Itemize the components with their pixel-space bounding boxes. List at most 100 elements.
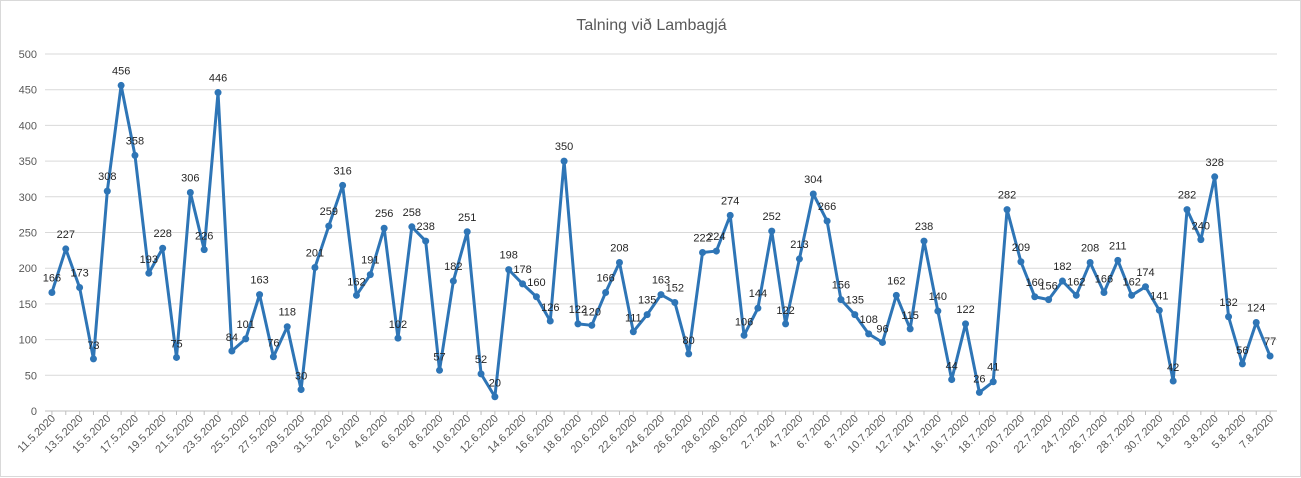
data-label: 222 xyxy=(693,232,711,244)
data-point xyxy=(532,293,540,301)
data-label: 258 xyxy=(403,207,421,219)
data-label: 122 xyxy=(956,304,974,316)
data-label: 238 xyxy=(416,221,434,233)
data-label: 26 xyxy=(973,373,985,385)
data-point xyxy=(408,223,416,231)
data-label: 282 xyxy=(998,190,1016,202)
data-point xyxy=(851,311,859,319)
data-label: 238 xyxy=(915,221,933,233)
data-point xyxy=(214,89,222,97)
data-point xyxy=(477,370,485,378)
data-point xyxy=(117,81,125,89)
y-tick-label: 150 xyxy=(19,299,37,311)
y-axis-ticks: 0 50 100 150 200 250 300 350 400 450 500 xyxy=(19,49,37,418)
data-label: 162 xyxy=(1122,276,1140,288)
data-point xyxy=(449,277,457,285)
data-point xyxy=(1225,313,1233,321)
data-point xyxy=(242,335,250,343)
data-point xyxy=(131,151,139,159)
data-label: 135 xyxy=(846,295,864,307)
data-label: 156 xyxy=(832,280,850,292)
data-label: 101 xyxy=(237,319,255,331)
data-label: 259 xyxy=(320,206,338,218)
data-point xyxy=(546,317,554,325)
data-label: 44 xyxy=(946,361,958,373)
data-point xyxy=(325,222,333,230)
data-point xyxy=(339,181,347,189)
data-label: 226 xyxy=(195,231,213,243)
data-point xyxy=(1266,352,1274,360)
data-label: 30 xyxy=(295,371,307,383)
data-labels: 1662271737330845635819322875306226446841… xyxy=(43,65,1276,389)
data-label: 144 xyxy=(749,288,767,300)
data-point xyxy=(505,266,513,274)
data-label: 306 xyxy=(181,173,199,185)
data-point xyxy=(837,296,845,304)
data-label: 251 xyxy=(458,212,476,224)
data-point xyxy=(1197,236,1205,244)
data-point xyxy=(975,388,983,396)
data-point xyxy=(1072,291,1080,299)
data-label: 208 xyxy=(1081,242,1099,254)
data-point xyxy=(311,263,319,271)
data-label: 152 xyxy=(666,282,684,294)
data-point xyxy=(989,378,997,386)
data-label: 96 xyxy=(876,323,888,335)
data-label: 106 xyxy=(735,316,753,328)
data-point xyxy=(394,334,402,342)
data-label: 102 xyxy=(389,319,407,331)
data-label: 42 xyxy=(1167,362,1179,374)
data-label: 211 xyxy=(1109,240,1127,252)
data-point xyxy=(200,246,208,254)
y-tick-label: 100 xyxy=(19,335,37,347)
y-tick-label: 300 xyxy=(19,192,37,204)
chart-title: Talning við Lambagjá xyxy=(576,17,727,34)
data-point xyxy=(588,321,596,329)
data-label: 182 xyxy=(1053,261,1071,273)
data-label: 308 xyxy=(98,171,116,183)
data-label: 166 xyxy=(43,272,61,284)
data-label: 274 xyxy=(721,195,739,207)
data-point xyxy=(740,331,748,339)
data-label: 162 xyxy=(1067,276,1085,288)
data-label: 282 xyxy=(1178,190,1196,202)
x-axis-ticks: 11.5.202013.5.202015.5.202017.5.202019.5… xyxy=(16,410,1277,456)
y-tick-label: 450 xyxy=(19,85,37,97)
data-point xyxy=(1128,291,1136,299)
data-point xyxy=(1183,206,1191,214)
data-label: 198 xyxy=(500,250,518,262)
data-label: 213 xyxy=(790,239,808,251)
data-point xyxy=(76,283,84,291)
data-label: 84 xyxy=(226,332,238,344)
y-tick-label: 50 xyxy=(25,370,37,382)
data-point xyxy=(380,224,388,232)
data-point xyxy=(352,291,360,299)
data-point xyxy=(671,298,679,306)
data-point xyxy=(1031,293,1039,301)
data-point xyxy=(560,157,568,165)
data-label: 316 xyxy=(333,165,351,177)
data-label: 135 xyxy=(638,295,656,307)
data-point xyxy=(297,386,305,394)
data-label: 20 xyxy=(489,378,501,390)
data-label: 166 xyxy=(596,272,614,284)
data-point xyxy=(685,350,693,358)
data-label: 141 xyxy=(1150,290,1168,302)
data-point xyxy=(366,271,374,279)
data-point xyxy=(1058,277,1066,285)
data-point xyxy=(228,347,236,355)
data-point xyxy=(1169,377,1177,385)
data-point xyxy=(878,338,886,346)
series-points xyxy=(48,81,1274,401)
data-point xyxy=(892,291,900,299)
data-point xyxy=(1017,258,1025,266)
data-label: 178 xyxy=(513,264,531,276)
data-point xyxy=(602,288,610,296)
data-point xyxy=(795,255,803,263)
y-tick-label: 250 xyxy=(19,228,37,240)
y-tick-label: 500 xyxy=(19,49,37,61)
data-point xyxy=(699,248,707,256)
data-point xyxy=(823,217,831,225)
data-point xyxy=(173,353,181,361)
